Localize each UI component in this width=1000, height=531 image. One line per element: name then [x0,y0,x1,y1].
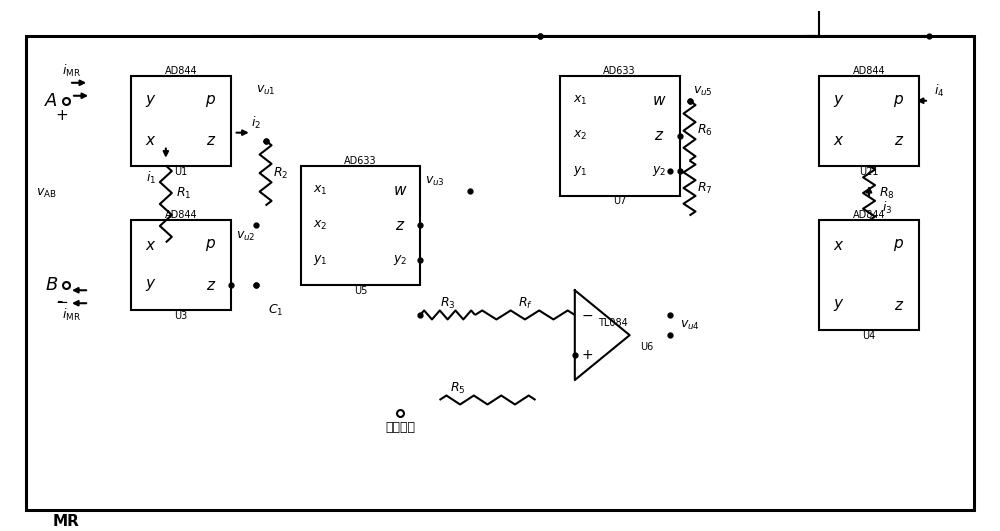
Text: $v_{u4}$: $v_{u4}$ [680,319,699,332]
Text: 耦合接口: 耦合接口 [385,422,415,434]
Text: $R_3$: $R_3$ [440,295,455,311]
Text: $v_{u2}$: $v_{u2}$ [236,230,255,243]
Text: AD633: AD633 [344,156,377,166]
Text: $-$: $-$ [55,293,68,308]
Text: $R_6$: $R_6$ [697,123,712,138]
Bar [131,76,231,166]
Text: AD844: AD844 [853,210,885,220]
Text: U6: U6 [640,342,653,352]
Text: $y$: $y$ [833,297,845,313]
Text: U3: U3 [174,311,187,321]
Text: $v_{u3}$: $v_{u3}$ [425,175,445,188]
Bar [819,76,919,166]
Text: $R_5$: $R_5$ [450,381,465,396]
Text: $y$: $y$ [145,277,157,293]
Text: $C_1$: $C_1$ [268,303,283,318]
Text: MR: MR [53,514,80,529]
Text: $x_2$: $x_2$ [313,219,328,232]
Text: $i_{\rm MR}$: $i_{\rm MR}$ [62,63,81,79]
Text: $x$: $x$ [833,133,845,148]
Bar [819,220,919,330]
Text: $v_{u5}$: $v_{u5}$ [693,85,712,98]
Text: $i_3$: $i_3$ [882,200,892,216]
Text: $i_2$: $i_2$ [251,115,261,131]
Text: $A$: $A$ [44,92,58,110]
Text: $B$: $B$ [45,276,58,294]
Text: $p$: $p$ [205,237,216,253]
Text: $-$: $-$ [581,308,593,322]
Text: $R_2$: $R_2$ [273,166,288,181]
Bar [131,220,231,310]
Text: $z$: $z$ [395,218,405,233]
Text: $v_{\rm AB}$: $v_{\rm AB}$ [36,186,57,200]
Text: $R_1$: $R_1$ [176,185,192,201]
Text: $x_2$: $x_2$ [573,129,587,142]
Text: $x$: $x$ [145,238,157,253]
Text: $z$: $z$ [894,298,904,313]
Text: $x_1$: $x_1$ [573,94,587,107]
Bar [26,36,974,510]
Text: $z$: $z$ [654,128,665,143]
Bar [301,166,420,285]
Text: $v_{u1}$: $v_{u1}$ [256,84,275,97]
Bar [560,76,680,195]
Text: $y_1$: $y_1$ [313,253,328,267]
Text: $x_1$: $x_1$ [313,184,328,197]
Text: $z$: $z$ [206,278,216,293]
Text: U5: U5 [354,286,367,296]
Text: $y_2$: $y_2$ [393,253,407,267]
Text: $+$: $+$ [581,348,593,362]
Text: $x$: $x$ [833,238,845,253]
Text: U7: U7 [613,196,626,207]
Text: $i_4$: $i_4$ [934,83,944,99]
Text: $y_2$: $y_2$ [652,164,667,177]
Text: AD844: AD844 [164,66,197,76]
Text: AD844: AD844 [853,66,885,76]
Text: $z$: $z$ [206,133,216,148]
Text: $i_1$: $i_1$ [146,170,156,186]
Text: TL084: TL084 [598,318,628,328]
Text: $y_1$: $y_1$ [573,164,587,177]
Text: $z$: $z$ [894,133,904,148]
Text: $p$: $p$ [893,93,905,109]
Text: $\bar{\ }$: $\bar{\ }$ [56,291,64,306]
Text: U21: U21 [859,167,879,177]
Text: U1: U1 [174,167,187,177]
Text: $y$: $y$ [145,93,157,109]
Text: $+$: $+$ [55,108,68,123]
Text: $p$: $p$ [205,93,216,109]
Text: $R_7$: $R_7$ [697,181,712,195]
Text: AD844: AD844 [164,210,197,220]
Text: AD633: AD633 [603,66,636,76]
Text: $w$: $w$ [652,93,667,108]
Text: $y$: $y$ [833,93,845,109]
Text: $R_8$: $R_8$ [879,185,895,201]
Text: $p$: $p$ [893,237,905,253]
Text: $w$: $w$ [393,183,407,198]
Text: $x$: $x$ [145,133,157,148]
Text: U4: U4 [862,331,876,341]
Text: $i_{\rm MR}$: $i_{\rm MR}$ [62,307,81,323]
Text: $R_f$: $R_f$ [518,295,532,311]
